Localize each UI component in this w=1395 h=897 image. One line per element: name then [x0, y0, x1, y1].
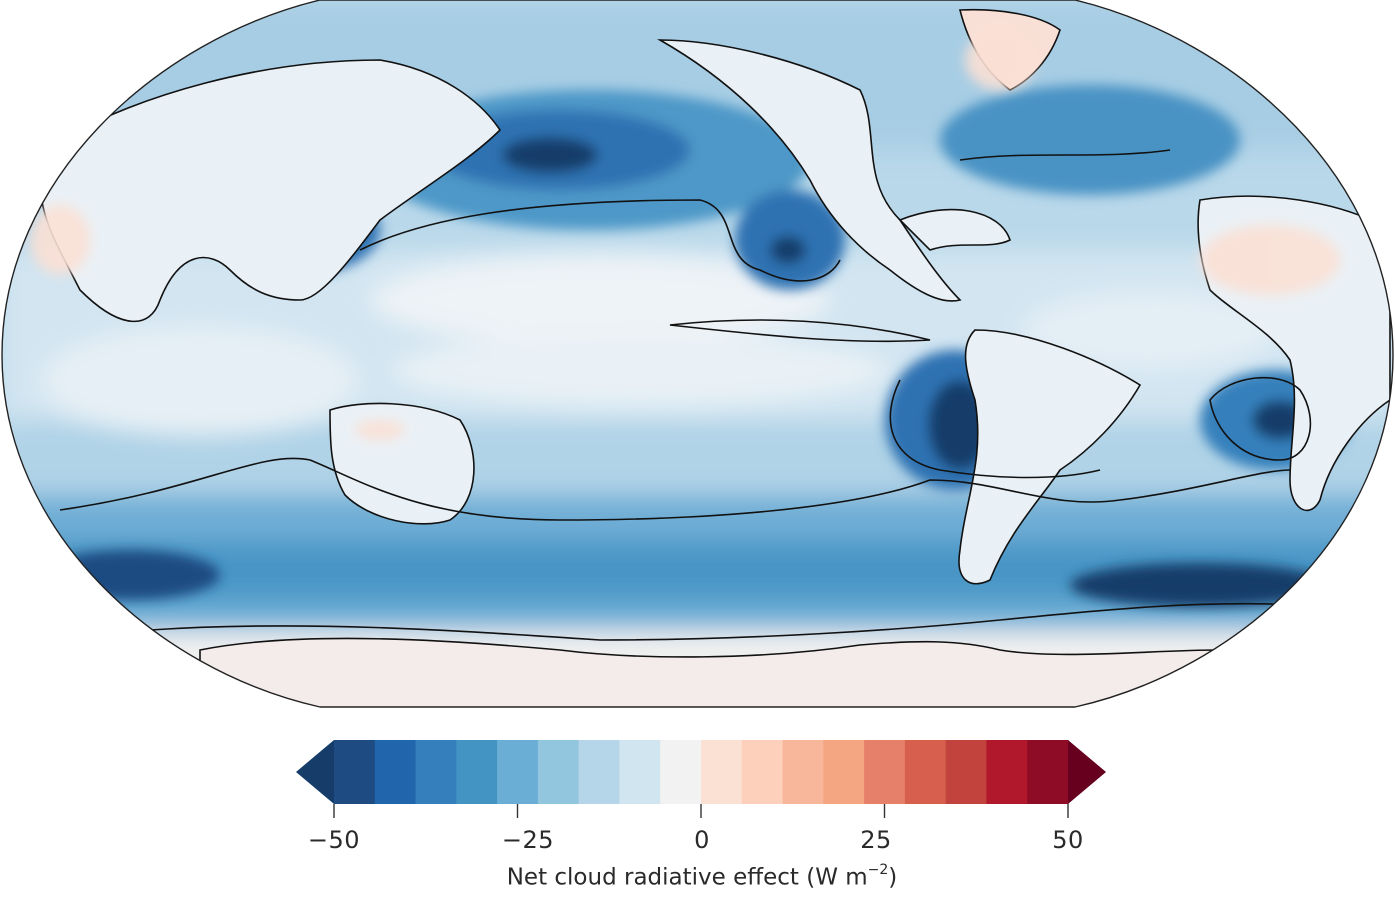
map-boundary: [1, 0, 1394, 708]
world-map: [1, 0, 1394, 708]
colorbar-segment: [415, 740, 457, 804]
colorbar-segment: [619, 740, 661, 804]
colorbar-segment: [334, 740, 376, 804]
colorbar-segment: [945, 740, 988, 804]
colorbar-label-text: Net cloud radiative effect (W m: [506, 864, 868, 891]
colorbar-label-exponent: −2: [867, 862, 889, 878]
colorbar-segment: [374, 740, 417, 804]
colorbar-segment: [864, 740, 906, 804]
colorbar-label-close: ): [888, 864, 898, 891]
colorbar-segment: [782, 740, 824, 804]
colorbar-segment: [456, 740, 498, 804]
colorbar-segment: [904, 740, 947, 804]
colorbar-segment: [986, 740, 1028, 804]
colorbar-segment: [1027, 740, 1069, 804]
colorbar-segment: [823, 740, 865, 804]
tick-label-50: 50: [1052, 826, 1084, 854]
contour-lines: [59, 149, 1312, 641]
colorbar-segment: [741, 740, 784, 804]
tick-label-minus-50: −50: [307, 826, 361, 854]
colorbar-label: Net cloud radiative effect (W m−2): [506, 862, 898, 891]
colorbar-ticks: [333, 804, 1069, 818]
colorbar-extend-over: [1068, 740, 1106, 804]
colorbar-segment: [497, 740, 539, 804]
colorbar-segments: [296, 740, 1106, 804]
colorbar-segment: [537, 740, 580, 804]
tick-label-zero: 0: [694, 826, 710, 854]
colorbar-segment: [701, 740, 743, 804]
colorbar-extend-under: [296, 740, 334, 804]
tick-label-25: 25: [860, 826, 892, 854]
tick-label-minus-25: −25: [501, 826, 555, 854]
colorbar-segment: [660, 740, 702, 804]
colorbar-segment: [578, 740, 621, 804]
